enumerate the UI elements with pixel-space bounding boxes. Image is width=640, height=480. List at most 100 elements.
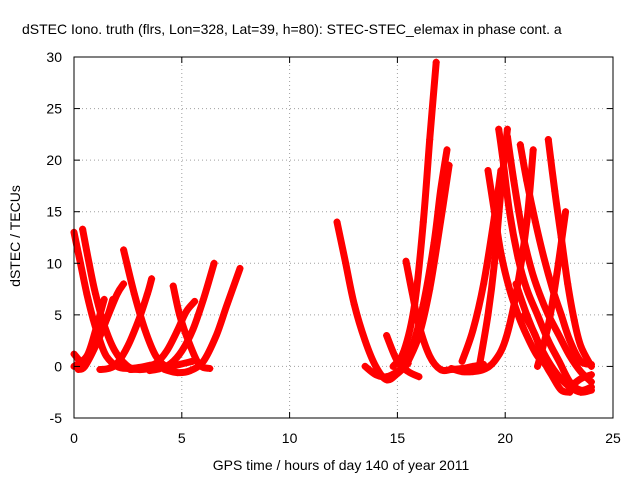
data-point [506, 208, 514, 216]
data-point [490, 259, 498, 267]
data-point [577, 375, 585, 383]
data-point [104, 364, 112, 372]
grid [74, 57, 613, 418]
x-tick-label: 10 [282, 430, 298, 446]
data-point [141, 326, 149, 334]
data-point [469, 368, 477, 376]
x-tick-label: 5 [178, 430, 186, 446]
data-point [415, 373, 423, 381]
data-point [402, 257, 410, 265]
data-point [111, 347, 119, 355]
data-point [527, 264, 535, 272]
data-point [342, 259, 350, 267]
data-point [577, 357, 585, 365]
data-point [557, 386, 565, 394]
data-point [587, 362, 595, 370]
data-point [199, 295, 207, 303]
data-point [236, 264, 244, 272]
y-tick-label: 30 [46, 49, 62, 65]
data-point [458, 368, 466, 376]
x-axis-label: GPS time / hours of day 140 of year 2011 [213, 457, 470, 473]
data-point [404, 368, 412, 376]
data-point [544, 321, 552, 329]
arc-markers [145, 259, 218, 375]
data-point [540, 254, 548, 262]
data-point [490, 357, 498, 365]
y-tick-label: 5 [54, 307, 62, 323]
data-point [534, 337, 542, 345]
data-point [173, 326, 181, 334]
data-point [223, 301, 231, 309]
y-axis-label: dSTEC / TECUs [7, 185, 23, 287]
arc-markers [126, 297, 199, 374]
data-point [92, 290, 100, 298]
data-point [480, 366, 488, 374]
satellite-arc [389, 58, 440, 370]
data-point [557, 311, 565, 319]
data-point [518, 228, 526, 236]
data-point [506, 285, 514, 293]
data-point [555, 331, 563, 339]
data-point [404, 357, 412, 365]
data-point [81, 362, 89, 370]
data-point [372, 371, 380, 379]
data-point [523, 331, 531, 339]
data-point [555, 373, 563, 381]
data-point [562, 208, 570, 216]
data-point [79, 225, 87, 233]
data-point [426, 136, 434, 144]
y-tick-label: 10 [46, 255, 62, 271]
data-point [512, 280, 520, 288]
data-point [83, 352, 91, 360]
data-point [186, 367, 194, 375]
y-tick-label: -5 [50, 410, 63, 426]
data-point [437, 366, 445, 374]
data-point [415, 331, 423, 339]
data-point [152, 359, 160, 367]
data-point [426, 285, 434, 293]
data-point [577, 342, 585, 350]
data-point [92, 326, 100, 334]
data-point [182, 308, 190, 316]
data-point [529, 146, 537, 154]
data-point [176, 311, 184, 319]
data-point [480, 280, 488, 288]
data-point [124, 342, 132, 350]
data-point [577, 368, 585, 376]
data-point [191, 297, 199, 305]
arc-markers [389, 58, 440, 370]
data-point [120, 246, 128, 254]
data-point [503, 132, 511, 140]
data-point [135, 316, 143, 324]
data-point [503, 125, 511, 133]
data-point [113, 290, 121, 298]
data-point [566, 352, 574, 360]
satellite-arc [70, 295, 108, 370]
data-point [437, 218, 445, 226]
data-point [143, 290, 151, 298]
data-point [210, 259, 218, 267]
data-point [102, 316, 110, 324]
data-point [176, 360, 184, 368]
data-point [102, 352, 110, 360]
data-point [383, 373, 391, 381]
y-tick-label: 25 [46, 101, 62, 117]
data-point [167, 359, 175, 367]
plot-area [70, 58, 595, 396]
data-point [383, 331, 391, 339]
arc-markers [534, 208, 570, 370]
x-tick-label: 25 [605, 430, 621, 446]
data-point [523, 285, 531, 293]
data-point [212, 331, 220, 339]
x-tick-label: 0 [70, 430, 78, 446]
data-point [495, 125, 503, 133]
data-point [516, 141, 524, 149]
data-point [443, 146, 451, 154]
data-point [100, 295, 108, 303]
x-tick-label: 15 [390, 430, 406, 446]
series-1 [70, 225, 244, 377]
chart-title: dSTEC Iono. truth (flrs, Lon=328, Lat=39… [22, 21, 562, 37]
arc-markers [404, 161, 453, 365]
data-point [587, 371, 595, 379]
